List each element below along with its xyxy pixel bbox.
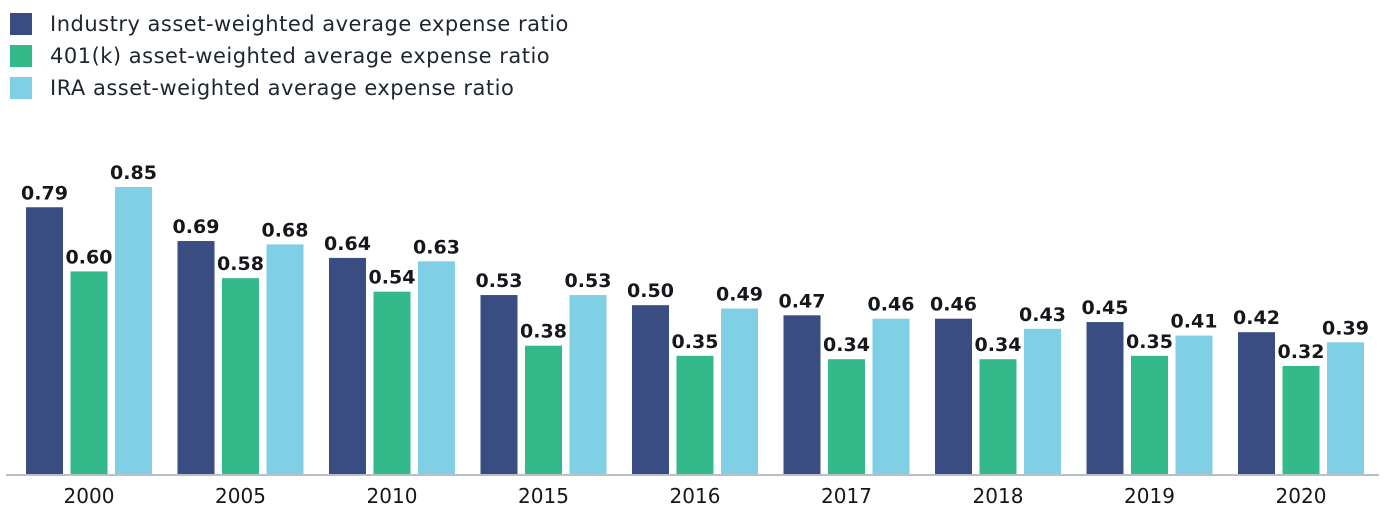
bar-401k-2005 <box>222 278 259 474</box>
value-label-ira-2020: 0.39 <box>1322 317 1369 339</box>
category-label-2010: 2010 <box>367 484 418 506</box>
bar-industry-2020 <box>1238 332 1275 474</box>
legend-swatch-401k <box>10 45 32 67</box>
bar-ira-2016 <box>721 308 758 474</box>
value-label-401k-2019: 0.35 <box>1126 331 1173 353</box>
bar-401k-2019 <box>1131 355 1168 474</box>
bar-ira-2018 <box>1024 328 1061 474</box>
value-label-401k-2005: 0.58 <box>217 253 264 275</box>
legend-label-ira: IRA asset-weighted average expense ratio <box>50 76 515 100</box>
category-labels-group: 2000 2005 2010 2015 2016 2017 2018 2019 2020 <box>64 484 1327 506</box>
value-label-401k-2020: 0.32 <box>1278 341 1325 363</box>
value-label-ira-2000: 0.85 <box>110 162 157 184</box>
bar-ira-2015 <box>569 295 607 474</box>
value-labels-group: 0.79 0.60 0.85 0.69 0.58 0.68 0.64 0.54 0.63 0.53… <box>21 162 1369 363</box>
value-label-industry-2015: 0.53 <box>476 270 523 292</box>
value-label-401k-2016: 0.35 <box>672 331 719 353</box>
category-label-2020: 2020 <box>1276 484 1327 506</box>
value-label-industry-2019: 0.45 <box>1082 297 1129 319</box>
legend-item-industry: Industry asset-weighted average expense … <box>10 8 569 40</box>
value-label-401k-2018: 0.34 <box>975 334 1022 356</box>
value-label-ira-2005: 0.68 <box>262 219 309 241</box>
bar-industry-2010 <box>329 257 366 474</box>
value-label-ira-2010: 0.63 <box>413 236 460 258</box>
bar-401k-2015 <box>525 345 562 474</box>
chart-legend: Industry asset-weighted average expense … <box>10 8 569 104</box>
bar-401k-2020 <box>1282 365 1320 474</box>
value-label-industry-2010: 0.64 <box>324 233 371 255</box>
bar-ira-2020 <box>1327 342 1364 474</box>
bar-ira-2000 <box>115 187 152 474</box>
category-label-2015: 2015 <box>518 484 569 506</box>
category-label-2000: 2000 <box>64 484 115 506</box>
category-label-2017: 2017 <box>821 484 872 506</box>
legend-swatch-ira <box>10 77 32 99</box>
bar-industry-2015 <box>480 295 518 474</box>
value-label-industry-2017: 0.47 <box>779 290 826 312</box>
value-label-401k-2015: 0.38 <box>520 321 567 343</box>
value-label-industry-2005: 0.69 <box>173 216 220 238</box>
value-label-industry-2000: 0.79 <box>21 182 68 204</box>
category-label-2005: 2005 <box>215 484 266 506</box>
bar-401k-2010 <box>373 291 411 474</box>
value-label-401k-2017: 0.34 <box>823 334 870 356</box>
bar-401k-2018 <box>979 359 1017 474</box>
bar-ira-2017 <box>872 318 910 474</box>
legend-label-401k: 401(k) asset-weighted average expense ra… <box>50 44 551 68</box>
bar-industry-2017 <box>783 315 821 474</box>
value-label-ira-2019: 0.41 <box>1171 311 1218 333</box>
bar-ira-2005 <box>266 244 304 474</box>
bar-industry-2000 <box>26 207 63 474</box>
legend-item-ira: IRA asset-weighted average expense ratio <box>10 72 569 104</box>
value-label-industry-2018: 0.46 <box>930 294 977 316</box>
value-label-401k-2010: 0.54 <box>369 267 416 289</box>
bar-ira-2010 <box>418 261 455 474</box>
bar-industry-2018 <box>935 318 972 474</box>
category-label-2016: 2016 <box>670 484 721 506</box>
bar-401k-2017 <box>828 359 865 474</box>
bar-401k-2000 <box>70 271 108 474</box>
legend-swatch-industry <box>10 13 32 35</box>
bars-group <box>26 187 1364 474</box>
bar-ira-2019 <box>1175 335 1213 474</box>
value-label-industry-2020: 0.42 <box>1233 307 1280 329</box>
value-label-401k-2000: 0.60 <box>66 246 113 268</box>
value-label-ira-2018: 0.43 <box>1019 304 1066 326</box>
bar-industry-2005 <box>177 241 215 474</box>
bar-401k-2016 <box>676 355 714 474</box>
legend-item-401k: 401(k) asset-weighted average expense ra… <box>10 40 569 72</box>
bar-industry-2019 <box>1086 322 1124 474</box>
value-label-industry-2016: 0.50 <box>627 280 674 302</box>
bar-industry-2016 <box>632 305 669 474</box>
legend-label-industry: Industry asset-weighted average expense … <box>50 12 569 36</box>
value-label-ira-2016: 0.49 <box>716 284 763 306</box>
value-label-ira-2015: 0.53 <box>565 270 612 292</box>
category-label-2018: 2018 <box>973 484 1024 506</box>
category-label-2019: 2019 <box>1124 484 1175 506</box>
value-label-ira-2017: 0.46 <box>868 294 915 316</box>
